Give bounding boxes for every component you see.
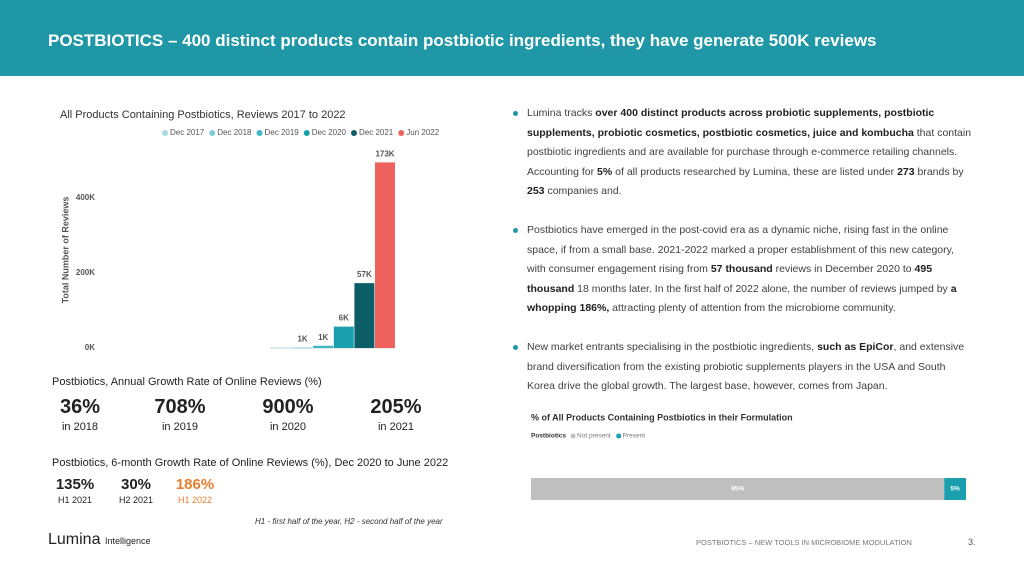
bullet-text: that contain postbiotic ingredients and … xyxy=(527,126,972,178)
slide-title: POSTBIOTICS – 400 distinct products cont… xyxy=(48,31,877,50)
stat-label: H2 2021 xyxy=(118,495,154,505)
bullet-text: Postbiotics have emerged in the post-cov… xyxy=(527,223,955,276)
data-label: 5% xyxy=(950,486,960,493)
legend-label: Not present xyxy=(577,433,611,440)
bullet-text: reviews in December 2020 to xyxy=(772,263,915,276)
bar xyxy=(375,162,395,348)
legend-title: Postbiotics xyxy=(531,433,566,440)
legend-label: Present xyxy=(623,433,646,440)
bar xyxy=(354,283,375,348)
logo: Lumina Intelligence xyxy=(48,531,150,549)
stat-value: 135% xyxy=(55,476,95,493)
stat-value: 708% xyxy=(154,396,206,418)
bullet-text: Lumina tracks xyxy=(527,107,596,119)
stat-value: 205% xyxy=(370,396,422,418)
stat-value: 30% xyxy=(120,476,152,493)
bullet-text: brands by xyxy=(914,165,964,178)
data-label: 6K xyxy=(339,314,349,323)
note: H1 - first half of the year, H2 - second… xyxy=(255,517,443,526)
data-label: 95% xyxy=(731,486,744,493)
y-tick-label: 200K xyxy=(76,268,95,277)
stat-label: H1 2022 xyxy=(177,495,213,505)
stat-label: H1 2021 xyxy=(57,495,93,505)
bar xyxy=(292,347,313,349)
bullet-text: such as EpiCor xyxy=(817,340,894,353)
legend-swatch xyxy=(303,130,310,136)
bullet-text: 495 thousand xyxy=(527,263,933,295)
data-label: 1K xyxy=(297,335,307,344)
legend-label: Dec 2018 xyxy=(217,128,252,137)
bullet: Lumina tracks over 400 distinct products… xyxy=(513,104,975,202)
chart-title: All Products Containing Postbiotics, Rev… xyxy=(60,109,346,121)
data-label: 173K xyxy=(375,149,394,158)
legend-swatch xyxy=(162,130,168,136)
legend-label: Dec 2021 xyxy=(359,128,394,137)
bullet-text: a whopping 186%, xyxy=(527,282,957,315)
bullet-text: New market entrants specialising in the … xyxy=(527,340,818,353)
bar-segment xyxy=(944,478,966,500)
bullet-text: , and extensive brand diversification fr… xyxy=(527,340,965,393)
stats-title: Postbiotics, Annual Growth Rate of Onlin… xyxy=(52,376,322,388)
bullet-text: 400 distinct products across probiotic s… xyxy=(527,107,935,139)
y-axis-label: Total Number of Reviews xyxy=(60,197,70,304)
bullet-text: companies and. xyxy=(544,185,622,198)
stat-label: in 2018 xyxy=(61,421,99,433)
bullet: New market entrants specialising in the … xyxy=(513,338,975,397)
legend-label: Jun 2022 xyxy=(406,128,439,137)
legend-label: Dec 2020 xyxy=(312,128,347,137)
bullet-text: 253 xyxy=(527,185,545,198)
bar xyxy=(272,347,292,349)
bullet-text: 5% xyxy=(597,165,613,178)
legend-swatch xyxy=(570,433,576,439)
legend-swatch xyxy=(616,433,622,439)
y-tick-label: 400K xyxy=(76,193,95,202)
bullet-text: 57 thousand xyxy=(710,263,773,276)
bullet-text: attracting plenty of attention from the … xyxy=(609,302,896,315)
footer-text: POSTBIOTICS – NEW TOOLS IN MICROBIOME MO… xyxy=(696,538,912,547)
stat-value: 186% xyxy=(175,476,215,493)
brand: Lumina xyxy=(48,531,101,548)
stats-title: Postbiotics, 6-month Growth Rate of Onli… xyxy=(52,457,449,469)
legend-swatch xyxy=(256,130,263,136)
bar xyxy=(313,345,334,348)
stat-label: in 2021 xyxy=(377,421,415,433)
chart-title: % of All Products Containing Postbiotics… xyxy=(531,412,793,422)
bullet-text: of all products researched by Lumina, th… xyxy=(612,165,898,178)
header-band xyxy=(0,0,1024,76)
legend-swatch xyxy=(351,130,357,136)
y-tick-label: 0K xyxy=(85,343,95,352)
legend-swatch xyxy=(398,130,405,136)
bullet-text: over xyxy=(595,107,618,119)
brand-sub: Intelligence xyxy=(104,536,151,546)
stat-label: in 2019 xyxy=(161,421,199,433)
legend-label: Dec 2019 xyxy=(265,128,300,137)
data-label: 57K xyxy=(357,270,372,279)
bullet: Postbiotics have emerged in the post-cov… xyxy=(513,221,975,319)
bullet-text: 273 xyxy=(897,165,915,178)
bullet-list: Lumina tracks over 400 distinct products… xyxy=(513,104,975,416)
stat-label: in 2020 xyxy=(269,421,307,433)
bullet-text: 18 months later. In the first half of 20… xyxy=(574,282,951,295)
bar xyxy=(333,326,354,348)
page-number: 3. xyxy=(968,537,976,547)
stat-value: 900% xyxy=(262,396,314,418)
legend-label: Dec 2017 xyxy=(170,128,205,137)
stat-value: 36% xyxy=(59,396,101,418)
bar-segment xyxy=(531,478,945,500)
data-label: 1K xyxy=(318,333,328,342)
legend-swatch xyxy=(209,130,216,136)
